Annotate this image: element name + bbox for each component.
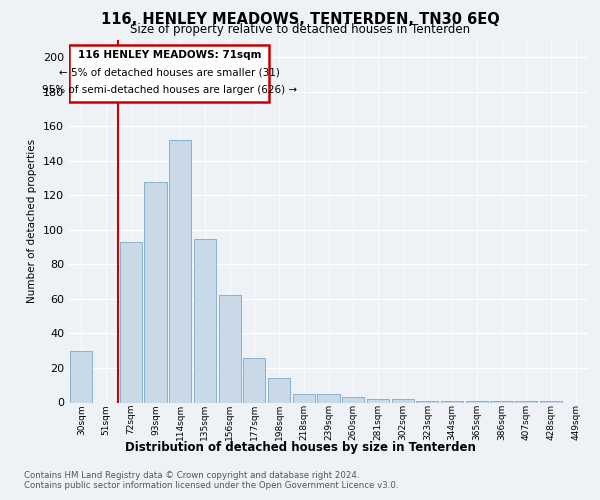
Bar [218,296,241,403]
Bar [466,401,488,402]
Text: Size of property relative to detached houses in Tenterden: Size of property relative to detached ho… [130,22,470,36]
FancyBboxPatch shape [70,45,269,102]
Bar [317,394,340,402]
Bar [119,242,142,402]
Text: 116, HENLEY MEADOWS, TENTERDEN, TN30 6EQ: 116, HENLEY MEADOWS, TENTERDEN, TN30 6EQ [101,12,499,28]
Bar [342,398,364,402]
Bar [194,238,216,402]
Bar [540,401,562,402]
Bar [490,401,512,402]
Bar [293,394,315,402]
Bar [243,358,265,403]
Text: 116 HENLEY MEADOWS: 71sqm: 116 HENLEY MEADOWS: 71sqm [77,50,261,60]
Bar [367,399,389,402]
Bar [70,350,92,403]
Text: Contains HM Land Registry data © Crown copyright and database right 2024.: Contains HM Land Registry data © Crown c… [24,471,359,480]
Bar [268,378,290,402]
Text: ← 5% of detached houses are smaller (31): ← 5% of detached houses are smaller (31) [59,68,280,78]
Text: Contains public sector information licensed under the Open Government Licence v3: Contains public sector information licen… [24,481,398,490]
Y-axis label: Number of detached properties: Number of detached properties [28,139,37,304]
Bar [145,182,167,402]
Bar [515,401,538,402]
Bar [416,401,439,402]
Bar [441,401,463,402]
Bar [169,140,191,402]
Text: 95% of semi-detached houses are larger (626) →: 95% of semi-detached houses are larger (… [42,85,297,95]
Text: Distribution of detached houses by size in Tenterden: Distribution of detached houses by size … [125,441,475,454]
Bar [392,399,414,402]
